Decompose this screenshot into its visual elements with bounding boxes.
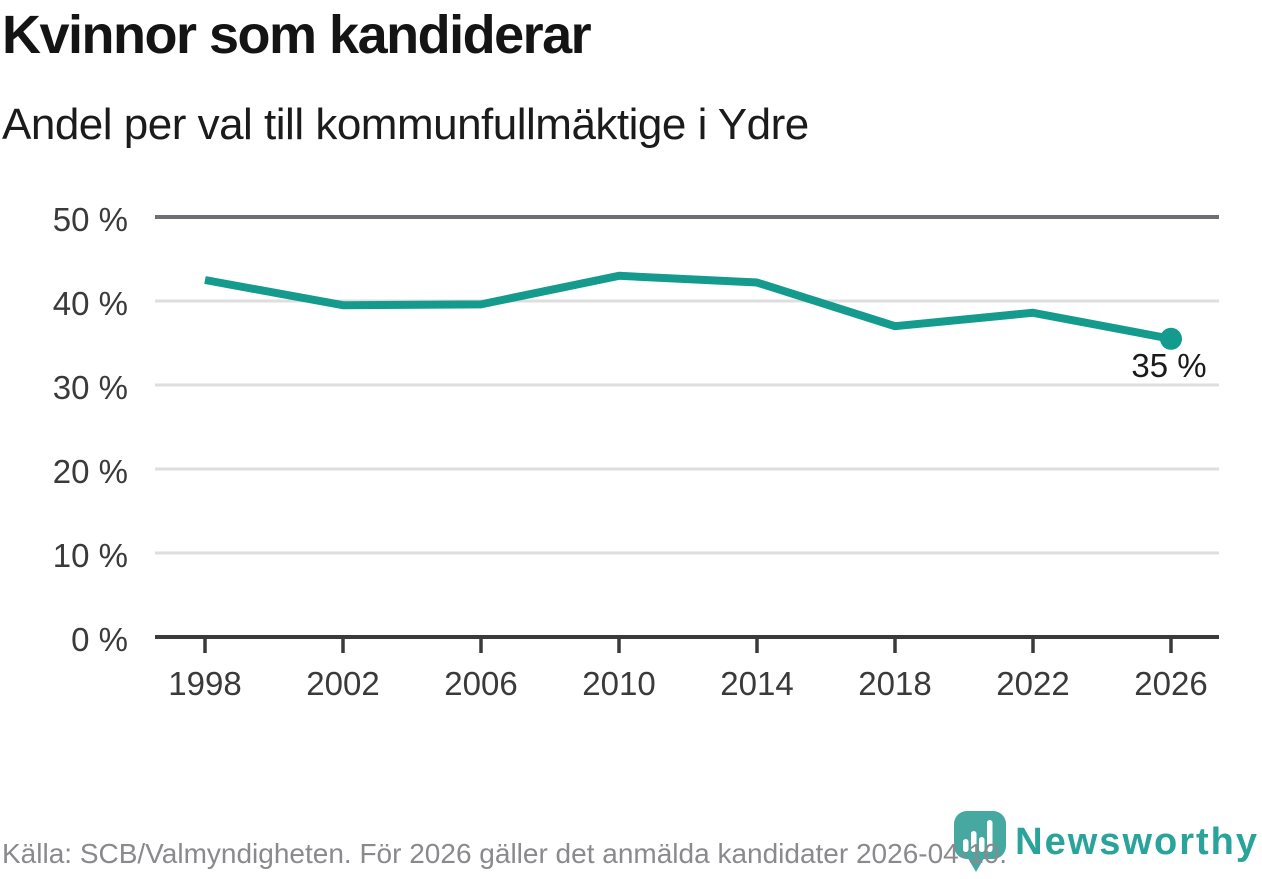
x-tick-label: 2018 bbox=[858, 665, 931, 702]
newsworthy-logo-text: Newsworthy bbox=[1015, 821, 1259, 863]
y-tick-label: 50 % bbox=[53, 201, 128, 238]
y-tick-label: 40 % bbox=[53, 285, 128, 322]
x-tick-label: 2014 bbox=[720, 665, 793, 702]
y-tick-label: 0 % bbox=[71, 621, 128, 658]
x-tick-label: 2006 bbox=[444, 665, 517, 702]
data-line bbox=[204, 271, 1172, 343]
x-tick-label: 2026 bbox=[1134, 665, 1207, 702]
bar-chart-pin-icon bbox=[954, 811, 1007, 872]
x-tick-label: 2022 bbox=[996, 665, 1069, 702]
newsworthy-logo[interactable]: Newsworthy bbox=[954, 811, 1259, 873]
y-tick-label: 10 % bbox=[53, 537, 128, 574]
x-tick-label: 2002 bbox=[306, 665, 379, 702]
y-tick-label: 20 % bbox=[53, 453, 128, 490]
x-tick-label: 1998 bbox=[168, 665, 241, 702]
end-point-label: 35 % bbox=[1131, 347, 1206, 384]
y-tick-label: 30 % bbox=[53, 369, 128, 406]
chart-subtitle: Andel per val till kommunfullmäktige i Y… bbox=[2, 100, 809, 149]
chart-title: Kvinnor som kandiderar bbox=[2, 5, 592, 65]
x-tick-label: 2010 bbox=[582, 665, 655, 702]
source-note: Källa: SCB/Valmyndigheten. För 2026 gäll… bbox=[2, 838, 1007, 869]
end-point-marker bbox=[1160, 327, 1182, 350]
